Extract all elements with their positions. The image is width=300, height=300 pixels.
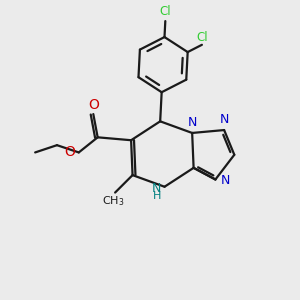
Text: H: H (153, 191, 161, 201)
Text: Cl: Cl (160, 5, 171, 18)
Text: N: N (220, 113, 230, 126)
Text: CH$_3$: CH$_3$ (102, 194, 125, 208)
Text: N: N (152, 182, 161, 195)
Text: N: N (220, 174, 230, 188)
Text: N: N (188, 116, 197, 129)
Text: Cl: Cl (196, 31, 208, 44)
Text: O: O (88, 98, 99, 112)
Text: O: O (64, 146, 75, 159)
